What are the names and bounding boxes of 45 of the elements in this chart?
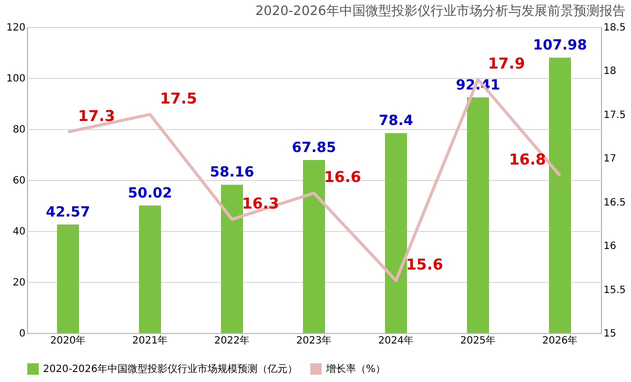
y-tick-label: 100	[6, 74, 26, 84]
bar	[385, 133, 407, 333]
y-tick-label: 40	[12, 226, 26, 238]
y-tick-label: 60	[12, 176, 26, 186]
y2-tick-label: 18.5	[604, 22, 626, 34]
data-label: 107.98	[532, 38, 588, 54]
y2-tick-label: 18	[604, 66, 616, 78]
y2-tick-label: 15	[604, 328, 616, 340]
data-label: 16.8	[508, 150, 546, 169]
x-tick-label: 2025年	[460, 334, 496, 346]
x-tick-label: 2022年	[214, 334, 250, 346]
x-tick-label: 2024年	[378, 334, 414, 346]
y2-tick-label: 17.5	[604, 110, 626, 121]
data-label: 58.16	[210, 164, 254, 181]
y2-tick-label: 16.5	[604, 197, 626, 208]
data-label: 16.3	[242, 194, 280, 212]
bar	[221, 184, 243, 333]
legend-label: 2020-2026年中国微型投影仪行业市场规模预测（亿元）	[43, 363, 298, 375]
data-label: 17.9	[488, 54, 526, 72]
y2-tick-label: 16	[604, 241, 616, 252]
data-label: 42.57	[46, 204, 90, 220]
data-label: 78.4	[378, 113, 414, 130]
legend-label: 增长率（%）	[325, 363, 386, 375]
y-tick-label: 0	[19, 328, 26, 340]
y-tick-label: 120	[6, 22, 26, 34]
bar	[467, 97, 489, 333]
x-tick-label: 2023年	[296, 334, 332, 346]
y2-tick-label: 17	[604, 154, 616, 165]
data-label: 16.6	[324, 168, 362, 186]
bar	[303, 160, 325, 333]
bar	[57, 224, 79, 333]
x-tick-label: 2026年	[542, 334, 578, 346]
data-label: 50.02	[128, 185, 172, 202]
data-label: 17.3	[78, 106, 116, 125]
data-label: 17.5	[160, 89, 198, 108]
x-tick-label: 2020年	[50, 334, 86, 346]
bar	[549, 58, 571, 333]
data-label: 67.85	[292, 140, 336, 156]
data-label: 15.6	[406, 256, 444, 274]
chart-title: 2020-2026年中国微型投影仪行业市场分析与发展前景预测报告	[255, 4, 626, 19]
x-tick-label: 2021年	[132, 334, 168, 346]
y-tick-label: 80	[12, 124, 26, 136]
bar	[139, 205, 161, 333]
y2-tick-label: 15.5	[604, 284, 626, 296]
y-tick-label: 20	[12, 278, 26, 288]
